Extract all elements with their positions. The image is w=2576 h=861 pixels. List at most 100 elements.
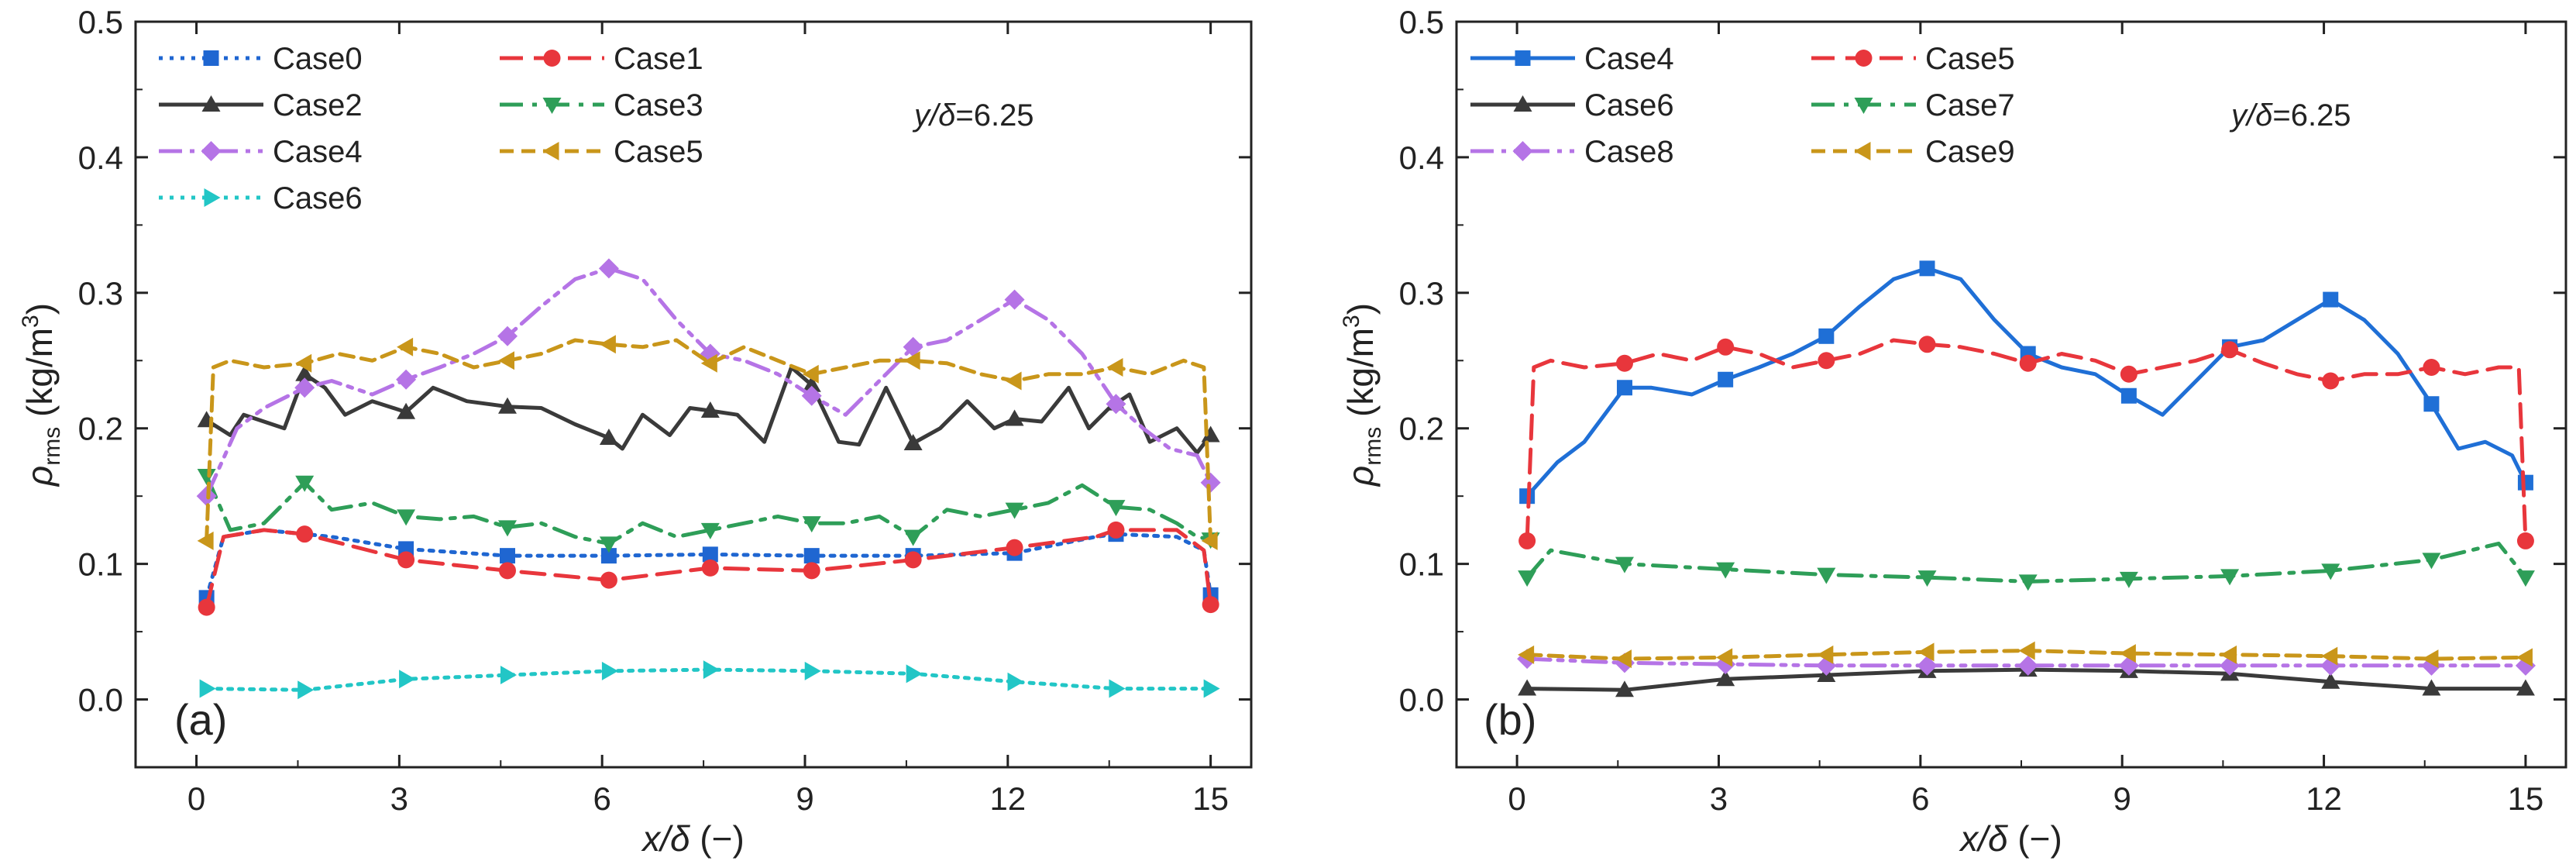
x-tick-label: 9 [2113,780,2131,817]
data-point [1004,289,1025,310]
data-point [2517,474,2533,491]
data-point [703,660,720,680]
data-point [295,475,315,492]
data-point [2323,291,2339,308]
data-point [802,375,821,392]
data-point [2018,641,2035,660]
y-tick-label: 0.4 [1399,139,1444,176]
data-point [1818,352,1835,370]
data-point [1817,567,1836,584]
data-point [2422,553,2441,570]
y-tick-label: 0.1 [78,546,123,583]
data-point [600,548,617,564]
series-case5 [197,335,1218,550]
data-point [700,353,717,373]
data-point [906,664,923,684]
data-point [199,679,216,698]
legend-marker [542,142,559,160]
data-point [1106,500,1126,517]
data-point [600,571,617,589]
legend-item-case8: Case8 [1470,135,1674,169]
legend-label: Case5 [614,135,703,169]
legend-label: Case5 [1925,42,2015,76]
data-point [297,680,315,700]
data-point [2321,646,2338,666]
y-tick-label: 0.3 [78,275,123,312]
x-tick-label: 0 [187,780,205,817]
data-point [803,562,820,580]
data-point [1518,679,1537,696]
data-point [903,529,923,546]
x-tick-label: 6 [593,780,611,817]
data-point [2119,571,2138,588]
data-point [2120,387,2137,404]
data-point [500,666,517,685]
data-point [295,353,312,373]
chart-panel-a: 0.0 0.1 0.2 0.3 0.4 0.5 0 3 6 9 12 15 x/δ (−) ρrms (k… [18,4,1253,859]
data-point [296,525,314,543]
y-tick-label: 0.5 [1399,4,1444,40]
legend-item-case9: Case9 [1811,135,2015,169]
data-point [399,670,416,689]
y-tick-label: 0.2 [1399,411,1444,447]
legend-item-case5: Case5 [500,135,703,169]
data-point [2119,644,2136,663]
data-point [397,551,415,569]
series-line-case4 [205,266,1213,498]
series-case6 [199,660,1220,700]
data-point [498,397,517,414]
data-point [1918,336,1936,353]
data-point [701,559,719,577]
data-point [1616,380,1632,396]
legend: Case0 Case1 Case2 Case3 Case4 Case5 Case6 [159,42,703,215]
data-point [1817,645,1834,664]
y-axis-label: ρrms (kg/m3) [1339,303,1386,487]
data-point [1917,570,1937,587]
x-tick-label: 15 [1192,780,1229,817]
legend-marker [1855,50,1873,67]
data-point [1005,502,1024,519]
y-tick-label: 0.2 [78,411,123,447]
plot-frame [1455,20,2567,769]
y-tick-label: 0.0 [78,682,123,718]
data-point [1201,531,1218,550]
data-point [1716,562,1735,579]
legend-item-case5: Case5 [1811,42,2015,76]
data-point [1716,648,1733,667]
y-tick-label: 0.0 [1399,682,1444,718]
series-case9 [1518,641,2533,669]
data-point [801,385,822,406]
data-point [2516,532,2534,549]
data-point [1007,672,1024,691]
x-axis-label: x/δ (−) [641,818,745,859]
data-point [397,337,414,356]
x-tick-label: 12 [989,780,1026,817]
y-tick-label: 0.1 [1399,546,1444,583]
data-point [1202,596,1219,614]
data-point [1919,260,1935,277]
data-point [599,335,616,354]
series-line-case4 [1525,266,2528,498]
legend-label: Case0 [273,42,363,76]
legend-item-case6: Case6 [159,181,363,215]
data-point [2423,396,2440,412]
data-point [197,531,214,550]
series-line-case2 [205,365,1213,455]
data-point [803,548,820,564]
series-case2 [197,364,1220,455]
data-point [903,433,923,450]
data-point [1615,556,1634,573]
legend-marker [201,141,222,161]
series-case4 [1519,260,2533,505]
legend-item-case4: Case4 [1470,42,1674,76]
data-point [2516,570,2535,587]
data-point [904,551,922,569]
data-point [700,401,720,418]
legend-item-case4: Case4 [159,135,363,169]
plot-frame [134,20,1253,769]
legend-marker [543,50,561,67]
data-point [1716,670,1735,687]
data-point [1917,655,1938,676]
y-tick-label: 0.5 [78,4,123,40]
